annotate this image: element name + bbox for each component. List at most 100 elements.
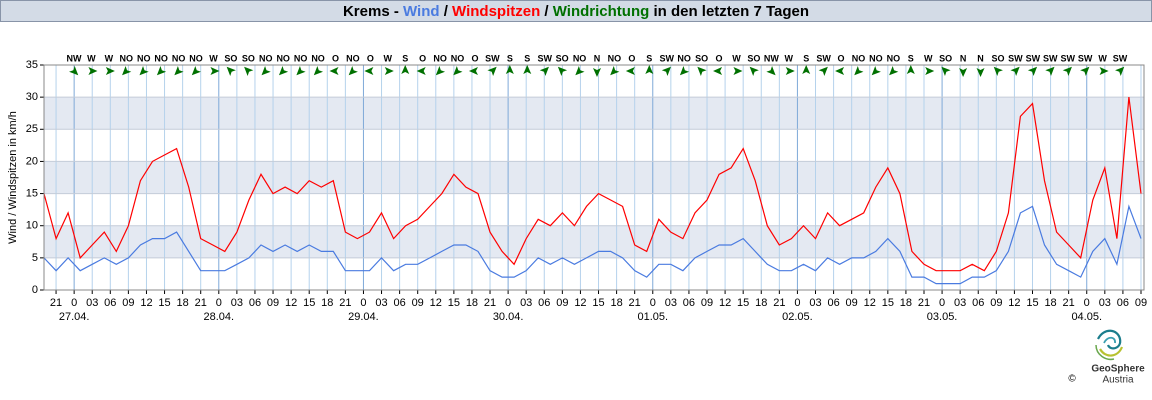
direction-label: NO bbox=[677, 53, 691, 63]
date-label: 01.05. bbox=[637, 311, 668, 323]
direction-arrow bbox=[69, 66, 79, 76]
title-part: / bbox=[440, 3, 453, 20]
direction-label: O bbox=[419, 53, 426, 63]
direction-arrow bbox=[122, 66, 132, 76]
direction-label: W bbox=[87, 53, 96, 63]
x-tick-label: 0 bbox=[505, 297, 511, 309]
date-label: 27.04. bbox=[59, 311, 90, 323]
x-tick-label: 0 bbox=[939, 297, 945, 309]
direction-arrow bbox=[539, 66, 549, 76]
direction-arrow bbox=[766, 66, 776, 76]
direction-arrow bbox=[925, 67, 935, 75]
direction-label: S bbox=[646, 53, 652, 63]
x-tick-label: 21 bbox=[195, 297, 207, 309]
title-part: Krems - bbox=[343, 3, 403, 20]
x-tick-label: 18 bbox=[900, 297, 912, 309]
direction-arrow bbox=[468, 67, 478, 75]
y-tick-label: 0 bbox=[32, 284, 38, 296]
x-tick-label: 03 bbox=[520, 297, 532, 309]
x-tick-label: 03 bbox=[231, 297, 243, 309]
direction-arrow bbox=[505, 65, 514, 74]
logo-sub: Austria bbox=[1102, 375, 1134, 386]
direction-arrow bbox=[487, 66, 497, 76]
x-tick-label: 09 bbox=[701, 297, 713, 309]
x-tick-label: 12 bbox=[430, 297, 442, 309]
direction-label: W bbox=[924, 53, 933, 63]
direction-arrow bbox=[261, 66, 271, 76]
title-part: in den letzten 7 Tagen bbox=[649, 3, 809, 20]
direction-label: N bbox=[594, 53, 601, 63]
direction-arrow bbox=[191, 66, 201, 76]
y-tick-label: 15 bbox=[26, 187, 38, 199]
direction-label: NO bbox=[346, 53, 360, 63]
y-tick-label: 30 bbox=[26, 91, 38, 103]
direction-arrow bbox=[384, 67, 394, 75]
x-tick-label: 09 bbox=[556, 297, 568, 309]
direction-label: N bbox=[960, 53, 967, 63]
direction-label: O bbox=[332, 53, 339, 63]
direction-label: S bbox=[524, 53, 530, 63]
y-tick-label: 10 bbox=[26, 220, 38, 232]
direction-arrow bbox=[941, 66, 951, 76]
direction-label: S bbox=[402, 53, 408, 63]
direction-label: NO bbox=[852, 53, 866, 63]
direction-label: SW bbox=[1026, 53, 1041, 63]
direction-arrow bbox=[1027, 66, 1038, 76]
direction-label: NO bbox=[451, 53, 465, 63]
x-tick-label: 12 bbox=[574, 297, 586, 309]
direction-label: S bbox=[908, 53, 914, 63]
direction-label: S bbox=[803, 53, 809, 63]
x-tick-label: 21 bbox=[50, 297, 62, 309]
x-tick-label: 18 bbox=[610, 297, 622, 309]
direction-label: SO bbox=[224, 53, 237, 63]
x-tick-label: 06 bbox=[538, 297, 550, 309]
direction-arrow bbox=[802, 65, 811, 74]
direction-label: NO bbox=[433, 53, 447, 63]
x-tick-label: 06 bbox=[393, 297, 405, 309]
x-tick-label: 15 bbox=[737, 297, 749, 309]
direction-arrow bbox=[661, 66, 671, 76]
direction-label: NO bbox=[137, 53, 151, 63]
direction-label: O bbox=[471, 53, 478, 63]
x-tick-label: 21 bbox=[484, 297, 496, 309]
direction-label: SO bbox=[991, 53, 1004, 63]
series-line bbox=[43, 204, 1142, 285]
x-tick-label: 18 bbox=[755, 297, 767, 309]
direction-label: NO bbox=[608, 53, 622, 63]
x-tick-label: 15 bbox=[448, 297, 460, 309]
x-tick-label: 12 bbox=[864, 297, 876, 309]
direction-label: W bbox=[732, 53, 741, 63]
date-label: 30.04. bbox=[493, 311, 524, 323]
x-tick-label: 21 bbox=[629, 297, 641, 309]
direction-arrow bbox=[523, 65, 532, 74]
direction-arrow bbox=[733, 67, 743, 75]
direction-arrow bbox=[749, 66, 759, 76]
direction-label: NO bbox=[154, 53, 168, 63]
direction-arrow bbox=[401, 65, 410, 74]
direction-label: NO bbox=[887, 53, 901, 63]
direction-arrow bbox=[818, 66, 828, 76]
x-tick-label: 09 bbox=[990, 297, 1002, 309]
x-tick-label: 12 bbox=[140, 297, 152, 309]
direction-label: S bbox=[507, 53, 513, 63]
direction-label: SO bbox=[556, 53, 569, 63]
direction-label: SO bbox=[939, 53, 952, 63]
direction-arrow bbox=[453, 66, 463, 76]
x-tick-label: 03 bbox=[375, 297, 387, 309]
direction-arrow bbox=[889, 66, 899, 76]
direction-label: NO bbox=[189, 53, 203, 63]
direction-arrow bbox=[976, 68, 985, 77]
x-tick-label: 15 bbox=[158, 297, 170, 309]
direction-arrow bbox=[593, 68, 601, 77]
x-tick-label: 0 bbox=[360, 297, 366, 309]
direction-label: W bbox=[1098, 53, 1107, 63]
direction-arrow bbox=[313, 66, 324, 76]
plot-frame bbox=[43, 64, 1145, 291]
direction-label: SO bbox=[695, 53, 708, 63]
date-label: 03.05. bbox=[927, 311, 958, 323]
date-label: 28.04. bbox=[203, 311, 234, 323]
direction-arrow bbox=[435, 66, 446, 76]
direction-arrow bbox=[993, 66, 1003, 76]
direction-arrow bbox=[88, 67, 98, 75]
direction-arrow bbox=[679, 66, 690, 76]
